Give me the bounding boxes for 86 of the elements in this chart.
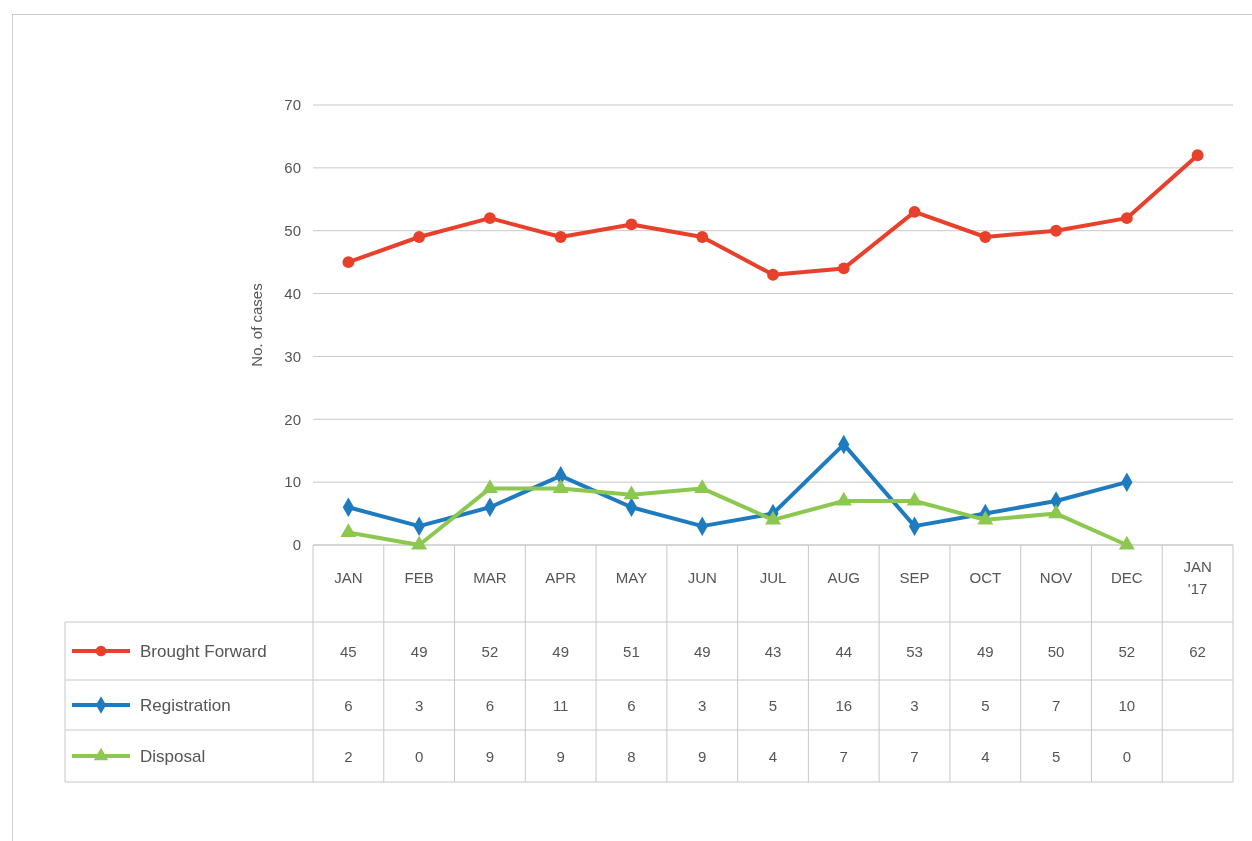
data-label: 7 xyxy=(1051,697,1061,714)
point xyxy=(484,212,496,225)
x-tick-label: JUL xyxy=(759,569,787,586)
data-label: 3 xyxy=(414,697,424,714)
legend-label: Brought Forward xyxy=(140,642,267,661)
point xyxy=(906,491,923,506)
x-tick-label: NOV xyxy=(1039,569,1073,586)
data-label: 52 xyxy=(1118,643,1136,660)
point xyxy=(340,523,357,538)
legend-label: Registration xyxy=(140,696,231,715)
x-tick-label: AUG xyxy=(827,569,861,586)
point xyxy=(977,510,994,525)
point xyxy=(1118,535,1135,550)
data-label: 5 xyxy=(981,697,990,714)
x-tick-label: JUN xyxy=(687,569,717,586)
point xyxy=(1191,149,1204,162)
y-tick-label: 60 xyxy=(284,159,301,177)
point xyxy=(413,231,426,243)
point xyxy=(908,205,921,218)
data-label: 4 xyxy=(981,748,990,765)
x-tick-label: MAR xyxy=(473,569,507,586)
data-label: 0 xyxy=(414,748,424,765)
x-tick-label: JAN '17 xyxy=(1183,558,1212,597)
data-label: 0 xyxy=(1122,748,1132,765)
point xyxy=(767,268,779,281)
data-label: 10 xyxy=(1118,697,1136,714)
data-label: 43 xyxy=(764,643,782,660)
x-tick-label: APR xyxy=(545,569,577,586)
point xyxy=(552,479,569,494)
point xyxy=(481,479,498,494)
data-label: 6 xyxy=(485,697,495,714)
data-label: 2 xyxy=(344,748,353,765)
data-label: 62 xyxy=(1189,643,1206,660)
data-label: 49 xyxy=(976,643,994,660)
point xyxy=(765,510,781,525)
point xyxy=(1050,224,1062,237)
data-label: 6 xyxy=(344,697,353,714)
point xyxy=(554,231,567,243)
point xyxy=(623,485,640,500)
data-label: 6 xyxy=(627,697,636,714)
point xyxy=(342,256,355,269)
data-label: 9 xyxy=(556,748,565,765)
x-tick-label: OCT xyxy=(969,569,1002,586)
data-label: 5 xyxy=(768,697,778,714)
point xyxy=(411,535,428,550)
data-label: 4 xyxy=(768,748,778,765)
point xyxy=(1120,212,1133,225)
point xyxy=(835,491,852,506)
data-label: 8 xyxy=(627,748,636,765)
data-label: 3 xyxy=(910,697,919,714)
data-label: 3 xyxy=(698,697,707,714)
point xyxy=(625,218,638,231)
y-tick-label: 30 xyxy=(284,347,301,365)
data-label: 5 xyxy=(1051,748,1061,765)
x-tick-label: DEC xyxy=(1111,569,1143,586)
x-tick-label: MAY xyxy=(615,569,648,586)
x-tick-label: JAN xyxy=(334,569,363,586)
data-label: 7 xyxy=(839,748,848,765)
data-label: 16 xyxy=(835,697,853,714)
data-label: 7 xyxy=(910,748,919,765)
legend-label: Disposal xyxy=(140,747,206,766)
point xyxy=(1048,504,1065,519)
data-label: 51 xyxy=(623,643,640,660)
data-label: 44 xyxy=(835,643,853,660)
data-label: 50 xyxy=(1047,643,1065,660)
y-tick-label: 0 xyxy=(292,536,301,554)
data-label: 49 xyxy=(693,643,711,660)
y-tick-label: 70 xyxy=(284,96,301,114)
y-tick-label: 10 xyxy=(284,473,301,491)
y-axis-title: No. of cases xyxy=(248,283,265,367)
point xyxy=(696,231,709,243)
y-tick-label: 50 xyxy=(284,222,301,240)
x-tick-label: SEP xyxy=(899,569,930,586)
x-tick-label: FEB xyxy=(404,569,434,586)
y-tick-label: 20 xyxy=(284,410,301,428)
data-label: 52 xyxy=(481,643,499,660)
data-label: 49 xyxy=(552,643,570,660)
data-label: 53 xyxy=(906,643,923,660)
point xyxy=(979,231,992,243)
point xyxy=(837,262,850,275)
data-label: 11 xyxy=(552,697,569,714)
data-label: 9 xyxy=(698,748,707,765)
y-tick-label: 40 xyxy=(284,284,301,302)
data-label: 9 xyxy=(485,748,495,765)
data-label: 49 xyxy=(410,643,428,660)
data-label: 45 xyxy=(340,643,357,660)
